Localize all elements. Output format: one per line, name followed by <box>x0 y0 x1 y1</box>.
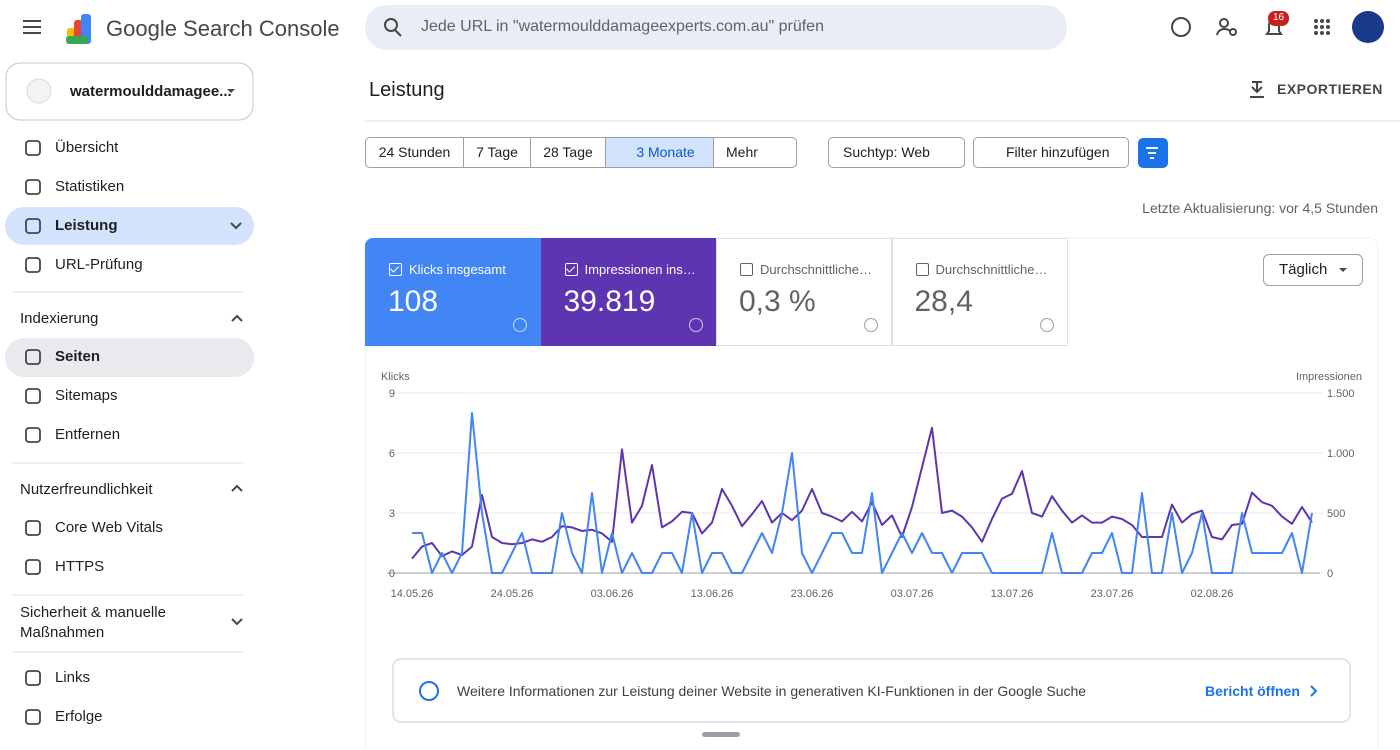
metric-label: Klicks insgesamt <box>409 262 506 277</box>
nav-icon <box>25 179 41 195</box>
apps-icon[interactable] <box>1314 19 1330 35</box>
nav-icon <box>25 257 41 273</box>
dropdown-arrow <box>227 89 235 93</box>
nav-section[interactable]: Sicherheit & manuelle Maßnahmen <box>20 604 166 641</box>
last-update: Letzte Aktualisierung: vor 4,5 Stunden <box>1142 200 1378 216</box>
nav-section[interactable]: Nutzerfreundlichkeit <box>20 481 153 498</box>
filter-button[interactable]: Suchtyp: Web <box>828 137 965 168</box>
notification-count: 16 <box>1272 12 1285 23</box>
filter-icon <box>1146 147 1158 159</box>
nav-item[interactable]: Core Web Vitals <box>55 519 163 536</box>
nav-icon <box>25 520 41 536</box>
active-nav <box>5 207 254 245</box>
info-icon <box>419 681 439 701</box>
checkbox[interactable] <box>389 263 402 276</box>
info-banner <box>392 658 1351 723</box>
metric-card[interactable] <box>540 238 717 346</box>
help-icon <box>688 318 703 332</box>
metric-value: 39.819 <box>563 285 656 318</box>
checkbox[interactable] <box>915 263 929 276</box>
nav-item[interactable]: Leistung <box>55 217 118 234</box>
date-range-button[interactable]: 24 Stunden <box>365 137 464 168</box>
metric-label: Durchschnittliche… <box>935 262 1048 277</box>
metric-value: 108 <box>388 285 439 318</box>
search-placeholder[interactable]: Jede URL in "watermoulddamageexperts.com… <box>421 18 824 35</box>
help-icon <box>864 318 878 332</box>
nav-item[interactable]: Statistiken <box>55 178 125 195</box>
search-icon <box>384 18 402 37</box>
help-icon[interactable] <box>1171 17 1191 37</box>
metric-label: Durchschnittliche… <box>760 262 872 277</box>
product-name: Google Search Console <box>106 16 340 41</box>
nav-item[interactable]: HTTPS <box>55 558 105 575</box>
nav-item[interactable]: Links <box>55 669 91 686</box>
nav-item[interactable]: Sitemaps <box>55 387 118 404</box>
link-chevron <box>1310 685 1318 697</box>
badge <box>1268 11 1289 26</box>
info-text: Weitere Informationen zur Leistung deine… <box>457 683 1087 699</box>
help-icon <box>1039 318 1054 332</box>
property-selector[interactable] <box>5 62 254 121</box>
checkbox[interactable] <box>740 263 753 276</box>
metric-value: 28,4 <box>914 285 973 318</box>
avatar[interactable] <box>1352 11 1384 43</box>
metric-value: 0,3 % <box>739 285 816 318</box>
menu-icon[interactable] <box>23 20 41 34</box>
checkbox[interactable] <box>564 263 578 276</box>
metric-label: Impressionen ins… <box>584 262 696 277</box>
search-box[interactable] <box>365 5 1067 50</box>
nav-icon <box>25 349 41 365</box>
date-range-button[interactable]: 7 Tage <box>463 137 531 168</box>
date-range-button[interactable]: Mehr <box>713 137 797 168</box>
nav-item[interactable]: Erfolge <box>55 708 103 725</box>
metric-card[interactable] <box>365 238 541 346</box>
nav-icon <box>25 559 41 575</box>
granularity-select[interactable]: Täglich <box>1263 254 1363 286</box>
nav-icon <box>25 427 41 443</box>
download-icon <box>1250 81 1264 98</box>
help-icon <box>513 318 527 332</box>
property-name[interactable]: watermoulddamagee... <box>70 83 232 100</box>
nav-dividers <box>12 291 243 653</box>
info-link[interactable]: Bericht öffnen <box>1205 683 1300 699</box>
page-title: Leistung <box>369 79 445 101</box>
dropdown-arrow <box>1339 268 1347 272</box>
nav-icon <box>25 218 41 234</box>
scroll-handle <box>702 732 740 737</box>
nav-item[interactable]: Seiten <box>55 348 101 365</box>
nav-icon <box>25 388 41 404</box>
nav-icon <box>25 140 41 156</box>
date-range-button[interactable]: 3 Monate <box>605 137 714 168</box>
users-icon[interactable] <box>1216 18 1237 36</box>
date-range-button[interactable]: 28 Tage <box>530 137 606 168</box>
filter-button[interactable]: Filter hinzufügen <box>973 137 1129 168</box>
hover-nav <box>5 338 254 377</box>
nav-item[interactable]: Entfernen <box>55 426 121 443</box>
logo <box>66 14 91 44</box>
nav-icon <box>25 670 41 686</box>
nav-icon <box>25 709 41 725</box>
export-button[interactable]: EXPORTIEREN <box>1277 81 1383 97</box>
nav-item[interactable]: Übersicht <box>55 139 119 156</box>
chevrons <box>230 222 243 626</box>
property-icon <box>26 78 52 104</box>
nav-section[interactable]: Indexierung <box>20 310 99 327</box>
nav-item[interactable]: URL-Prüfung <box>55 256 143 273</box>
metric-card[interactable] <box>891 238 1068 346</box>
